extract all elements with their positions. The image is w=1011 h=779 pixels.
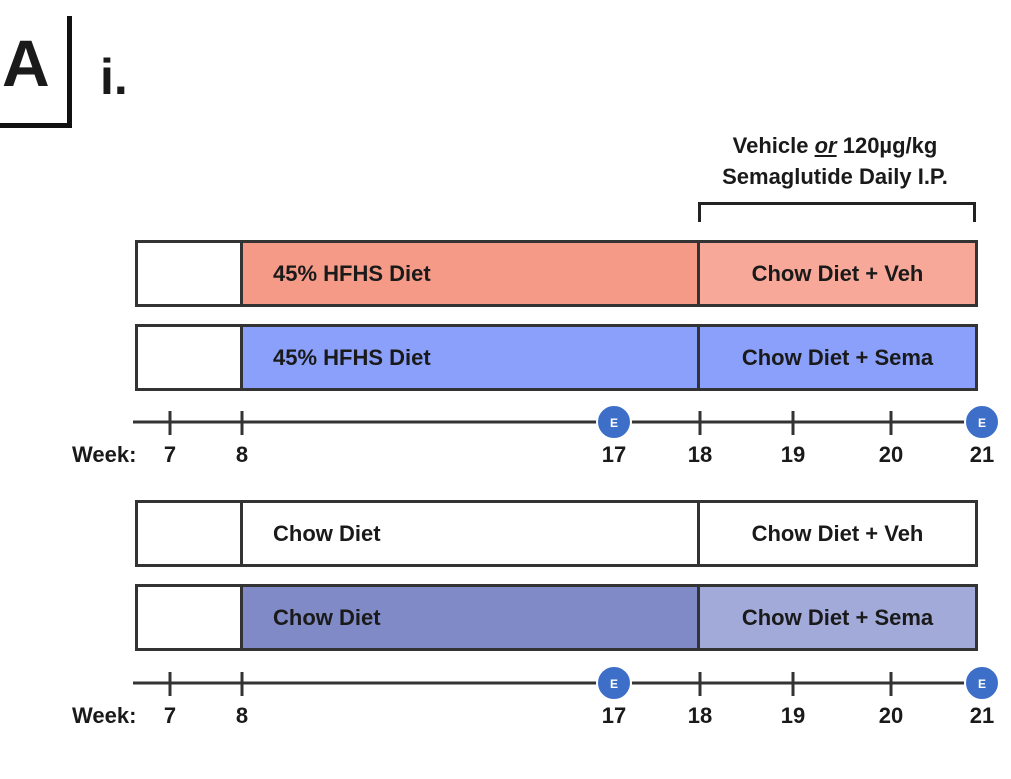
axis1-endpoint-marker-label-17: E <box>610 416 618 430</box>
chow-veh-diet-segment: Chow Diet <box>243 503 700 564</box>
axis2-week-label: Week: <box>72 703 136 728</box>
chow-sema-treatment-segment: Chow Diet + Sema <box>700 587 975 648</box>
hfhs-sema-treatment-segment: Chow Diet + Sema <box>700 327 975 388</box>
chow-veh-acclimation-segment <box>138 503 243 564</box>
treatment-vehicle-text: Vehicle <box>732 133 815 158</box>
timeline-axis-1: Week: 7 8 17 18 19 20 21 E E <box>72 404 1000 467</box>
hfhs-sema-bar: 45% HFHS Diet Chow Diet + Sema <box>135 324 978 391</box>
hfhs-veh-bar: 45% HFHS Diet Chow Diet + Veh <box>135 240 978 307</box>
axis2-tick-label-17: 17 <box>602 703 626 728</box>
hfhs-sema-diet-segment: 45% HFHS Diet <box>243 327 700 388</box>
treatment-dose-text: 120µg/kg <box>836 133 938 158</box>
axis1-tick-label-18: 18 <box>688 442 712 467</box>
axis1-endpoint-marker-21 <box>964 404 1000 440</box>
treatment-line-1: Vehicle or 120µg/kg <box>690 130 980 161</box>
chow-sema-acclimation-segment <box>138 587 243 648</box>
axis2-tick-label-18: 18 <box>688 703 712 728</box>
axis2-tick-label-20: 20 <box>879 703 903 728</box>
chow-sema-bar: Chow Diet Chow Diet + Sema <box>135 584 978 651</box>
treatment-or-text: or <box>814 133 837 158</box>
axis2-endpoint-marker-17 <box>596 665 632 701</box>
axis2-tick-label-21: 21 <box>970 703 994 728</box>
axis1-endpoint-marker-label-21: E <box>978 416 986 430</box>
chow-veh-bar: Chow Diet Chow Diet + Veh <box>135 500 978 567</box>
treatment-bracket <box>698 202 976 222</box>
treatment-line-2: Semaglutide Daily I.P. <box>722 164 948 189</box>
timeline-axis-2: Week: 7 8 17 18 19 20 21 E E <box>72 665 1000 728</box>
treatment-label: Vehicle or 120µg/kg Semaglutide Daily I.… <box>690 130 980 192</box>
chow-sema-diet-segment: Chow Diet <box>243 587 700 648</box>
hfhs-sema-acclimation-segment <box>138 327 243 388</box>
axis1-endpoint-marker-17 <box>596 404 632 440</box>
panel-letter: A <box>2 26 50 100</box>
axis1-tick-label-8: 8 <box>236 442 248 467</box>
panel-letter-box: A <box>0 16 72 128</box>
axis2-endpoint-marker-label-17: E <box>610 677 618 691</box>
axis1-tick-label-17: 17 <box>602 442 626 467</box>
hfhs-veh-treatment-segment: Chow Diet + Veh <box>700 243 975 304</box>
axis2-tick-label-7: 7 <box>164 703 176 728</box>
axis1-tick-label-20: 20 <box>879 442 903 467</box>
chow-veh-treatment-segment: Chow Diet + Veh <box>700 503 975 564</box>
panel-sub-label: i. <box>100 49 128 105</box>
axis2-endpoint-marker-21 <box>964 665 1000 701</box>
hfhs-veh-diet-segment: 45% HFHS Diet <box>243 243 700 304</box>
axis1-week-label: Week: <box>72 442 136 467</box>
axis2-tick-label-8: 8 <box>236 703 248 728</box>
axis1-tick-label-7: 7 <box>164 442 176 467</box>
axis1-tick-label-19: 19 <box>781 442 805 467</box>
axis2-tick-label-19: 19 <box>781 703 805 728</box>
axis2-endpoint-marker-label-21: E <box>978 677 986 691</box>
hfhs-veh-acclimation-segment <box>138 243 243 304</box>
axis1-tick-label-21: 21 <box>970 442 994 467</box>
